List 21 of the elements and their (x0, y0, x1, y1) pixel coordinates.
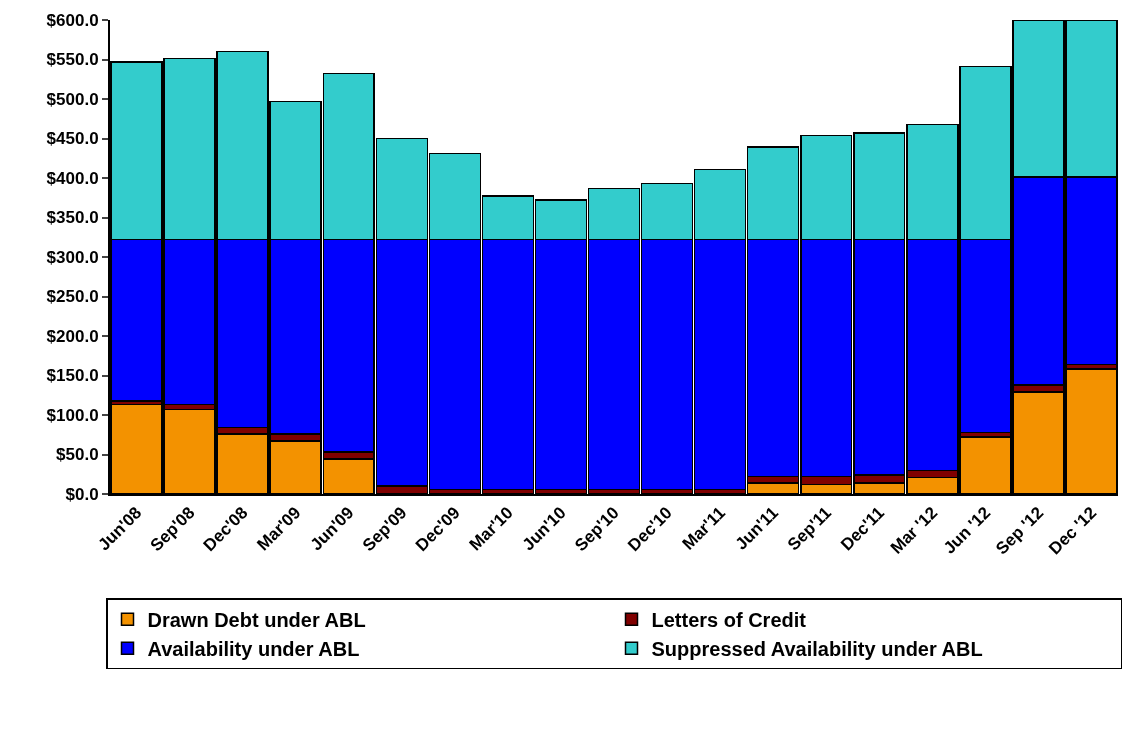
legend-label: Drawn Debt under ABL (147, 609, 366, 632)
y-tick-label: $400.0 (46, 168, 99, 188)
x-tick-label: Jun '12 (939, 503, 995, 558)
legend-label: Availability under ABL (147, 638, 360, 661)
x-tick-label: Sep '12 (992, 503, 1048, 559)
y-tick-label: $500.0 (46, 89, 99, 109)
y-tick-label: $100.0 (46, 405, 99, 425)
x-tick-label: Mar '12 (886, 503, 942, 558)
legend-label: Suppressed Availability under ABL (651, 638, 983, 661)
y-tick-label: $250.0 (46, 287, 99, 307)
y-tick-label: $150.0 (46, 366, 99, 386)
y-tick-label: $350.0 (46, 208, 99, 228)
legend-label: Letters of Credit (651, 609, 807, 632)
y-tick-label: $50.0 (56, 445, 99, 465)
y-tick-label: $0.0 (65, 484, 99, 504)
y-tick-label: $600.0 (46, 10, 99, 30)
y-tick-label: $300.0 (46, 247, 99, 267)
y-tick-label: $450.0 (46, 129, 99, 149)
y-tick-label: $200.0 (46, 326, 99, 346)
x-tick-label: Dec '12 (1045, 503, 1101, 559)
y-tick-label: $550.0 (46, 50, 99, 70)
